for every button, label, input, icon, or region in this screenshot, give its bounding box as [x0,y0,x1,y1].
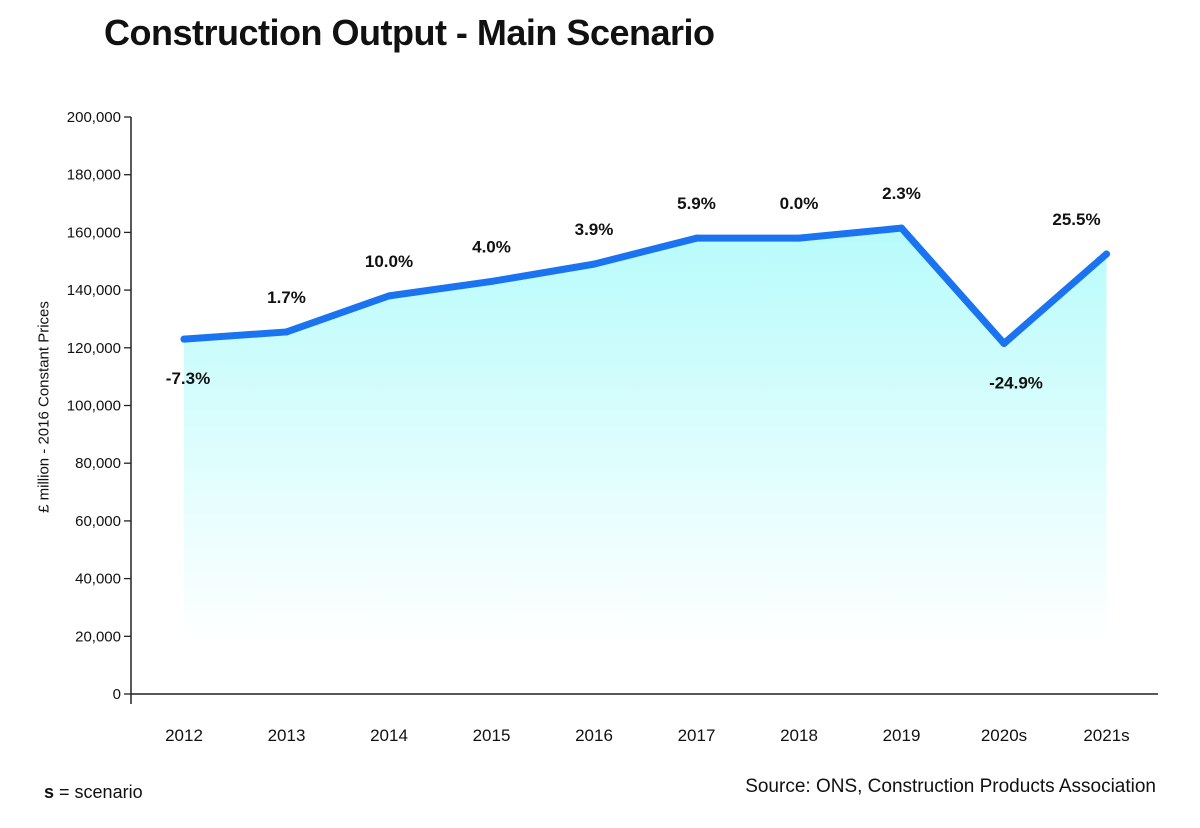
data-point [693,234,700,242]
x-tick-label: 2012 [165,726,203,745]
data-label: 4.0% [472,237,511,256]
x-tick-label: 2021s [1083,726,1129,745]
y-tick-label: 180,000 [67,167,121,184]
y-tick-label: 120,000 [67,340,121,357]
y-tick-label: 200,000 [67,109,121,126]
x-tick-label: 2013 [268,726,306,745]
data-label: 1.7% [267,288,306,307]
footnote-key: s [44,782,55,802]
y-axis-label: £ million - 2016 Constant Prices [35,301,53,513]
data-point [1103,250,1110,258]
x-tick-label: 2018 [780,726,818,745]
data-point [590,260,598,268]
x-tick-label: 2014 [370,726,408,745]
data-point [488,277,495,285]
y-tick-label: 100,000 [67,398,121,415]
y-tick-label: 60,000 [75,513,121,530]
data-label: -7.3% [166,369,210,388]
scenario-footnote: s = scenario [44,782,143,803]
data-point [385,292,393,300]
data-label: 3.9% [575,220,614,239]
source-note: Source: ONS, Construction Products Assoc… [745,776,1156,797]
data-label: 25.5% [1052,210,1100,229]
data-point [1000,339,1008,347]
y-tick-label: 20,000 [75,628,121,645]
data-label: 0.0% [780,194,819,213]
footnote-text: = scenario [59,782,143,802]
x-tick-label: 2015 [473,726,511,745]
y-tick-label: 140,000 [67,282,121,299]
data-point [180,335,188,343]
y-tick-label: 0 [113,686,121,703]
x-tick-label: 2020s [981,726,1027,745]
data-label: -24.9% [989,373,1043,392]
series-line [180,224,1110,347]
data-label: 10.0% [365,252,413,271]
x-tick-label: 2017 [678,726,716,745]
y-tick-label: 40,000 [75,571,121,588]
data-point [795,234,803,242]
y-tick-label: 80,000 [75,455,121,472]
area-fill [184,228,1107,643]
data-label: 5.9% [677,194,716,213]
y-tick-label: 160,000 [67,224,121,241]
x-tick-label: 2016 [575,726,613,745]
data-label: 2.3% [882,184,921,203]
x-tick-label: 2019 [883,726,921,745]
chart-title: Construction Output - Main Scenario [104,12,715,53]
data-point [898,224,905,232]
data-point [283,328,290,336]
